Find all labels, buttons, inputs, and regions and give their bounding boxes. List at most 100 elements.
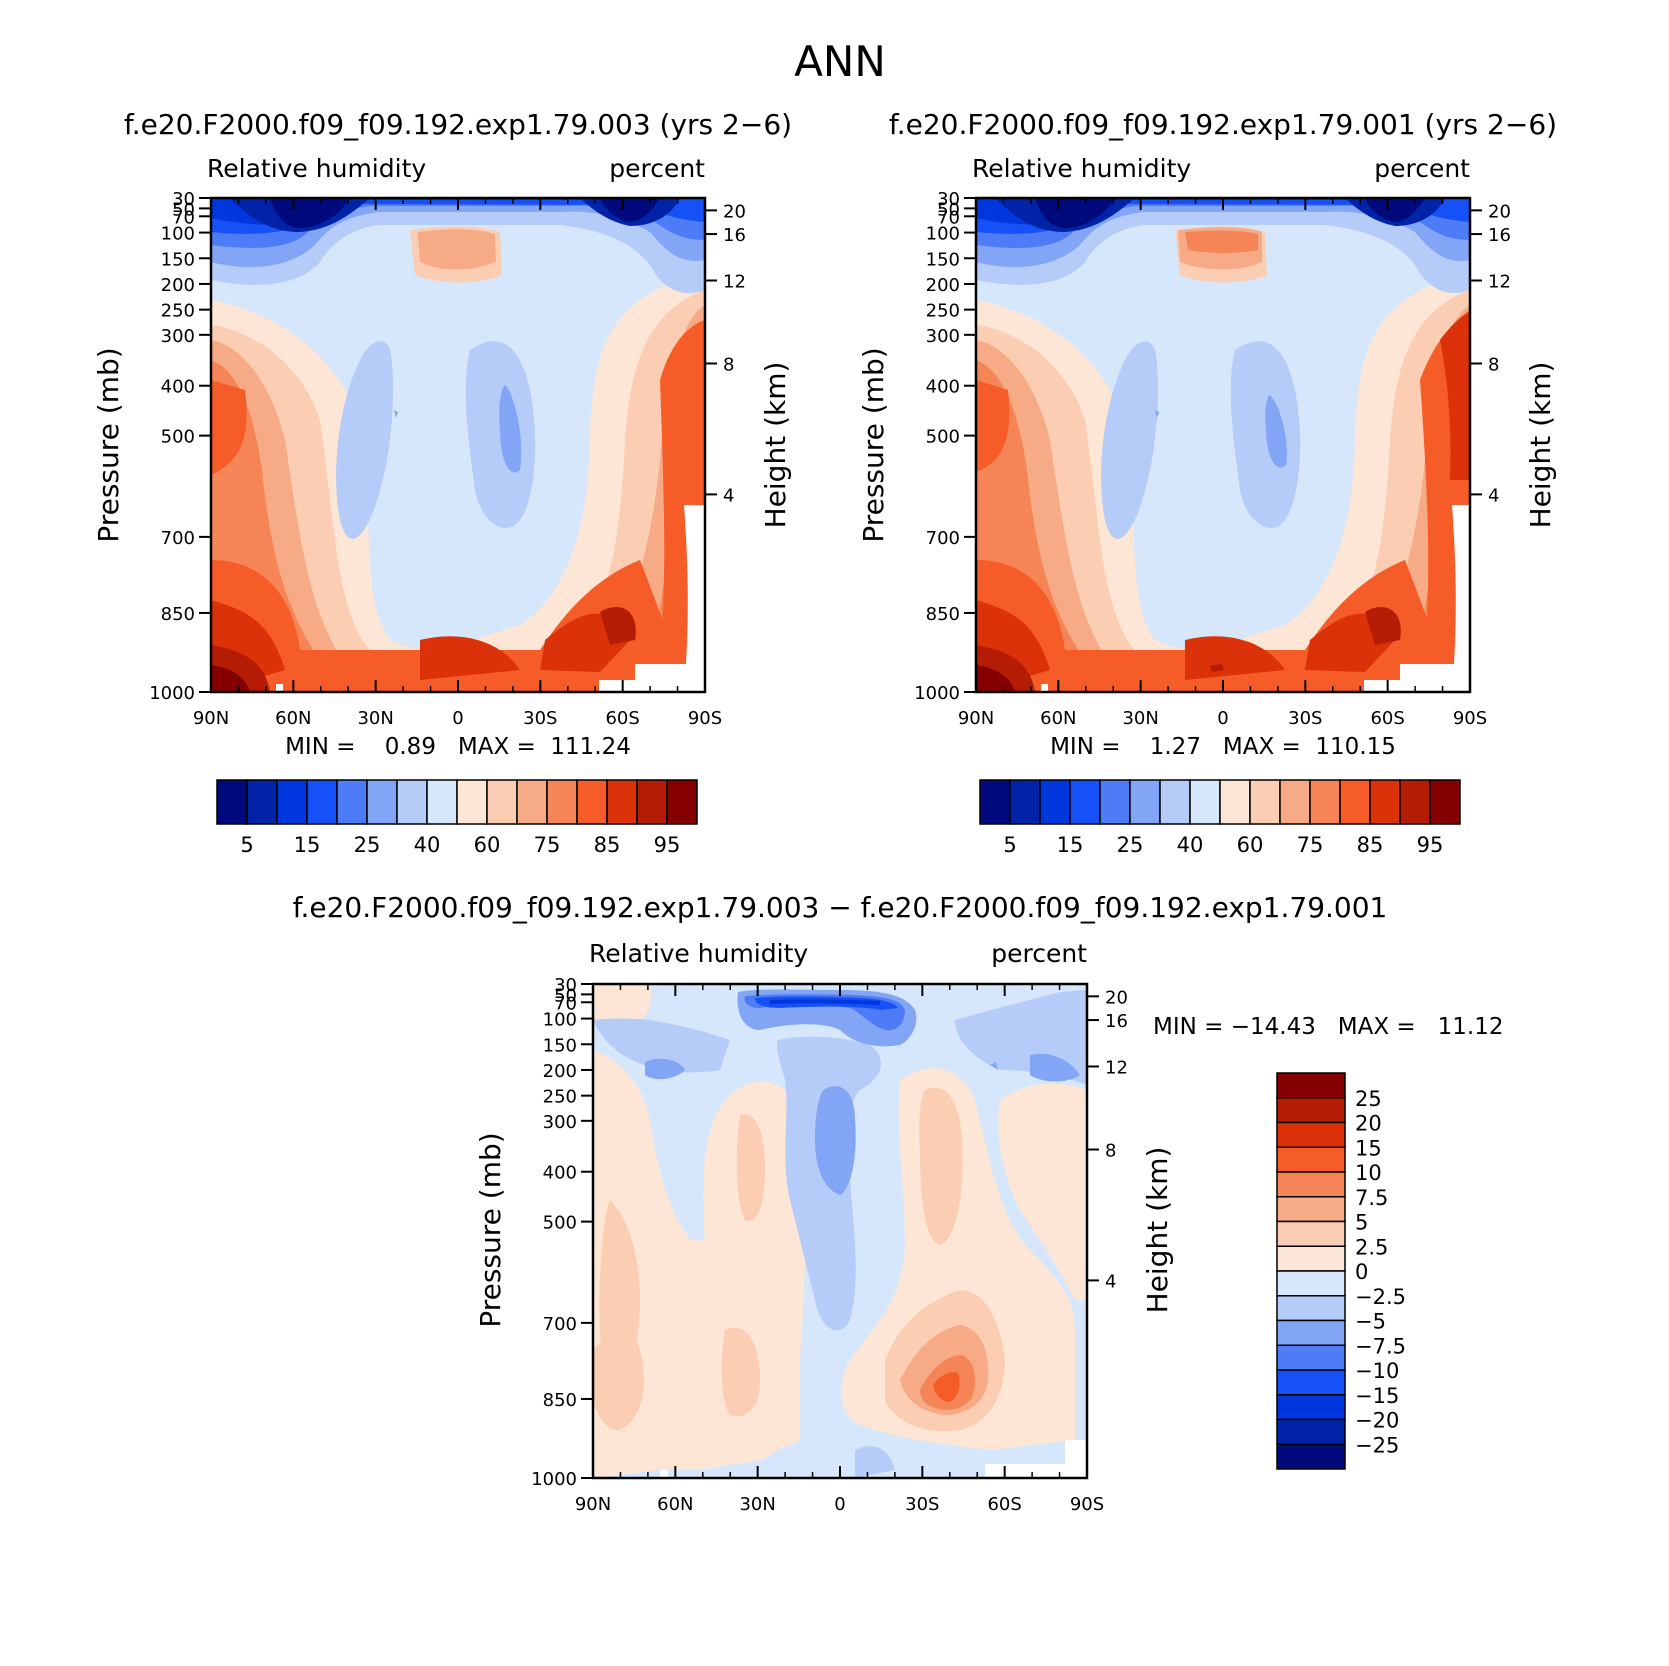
panel-left-lat-tick-label: 0 bbox=[452, 708, 463, 729]
panel-diff: f.e20.F2000.f09_f09.192.exp1.79.003 − f.… bbox=[293, 891, 1504, 1515]
panel-diff-lat-tick-label: 0 bbox=[834, 1494, 845, 1515]
panel-diff-colorbar-box bbox=[1276, 1418, 1346, 1445]
panel-right-colorbar-box bbox=[1309, 779, 1341, 825]
panel-diff-colorbar-box bbox=[1276, 1394, 1346, 1421]
panel-diff-pressure-tick-label: 200 bbox=[543, 1061, 577, 1082]
panel-right-pressure-tick-label: 70 bbox=[937, 207, 960, 228]
panel-diff-colorbar-box bbox=[1276, 1319, 1346, 1346]
panel-diff-height-tick-label: 8 bbox=[1105, 1140, 1116, 1161]
panel-right-lat-tick-label: 90N bbox=[958, 708, 994, 729]
panel-right-colorbar-box bbox=[1249, 779, 1281, 825]
panel-right-title: f.e20.F2000.f09_f09.192.exp1.79.001 (yrs… bbox=[889, 108, 1557, 141]
panel-diff-colorbar-label: −10 bbox=[1355, 1359, 1399, 1383]
panel-left-colorbar-label: 95 bbox=[654, 833, 681, 857]
panel-right-colorbar-label: 15 bbox=[1057, 833, 1084, 857]
panel-left-colorbar-box bbox=[456, 779, 488, 825]
panel-diff-height-tick-label: 16 bbox=[1105, 1011, 1128, 1032]
panel-diff-colorbar-box bbox=[1276, 1443, 1346, 1470]
panel-diff-colorbar-label: 2.5 bbox=[1355, 1235, 1388, 1259]
panel-diff-pressure-tick-label: 250 bbox=[543, 1087, 577, 1108]
panel-left-colorbar-box bbox=[396, 779, 428, 825]
panel-left-units-label: percent bbox=[609, 154, 705, 183]
panel-right-lat-tick-label: 90S bbox=[1453, 708, 1487, 729]
panel-left-colorbar-label: 75 bbox=[534, 833, 561, 857]
panel-right-colorbar-box bbox=[1279, 779, 1311, 825]
panel-right-pressure-tick-label: 500 bbox=[926, 427, 960, 448]
panel-left-pressure-tick-label: 100 bbox=[161, 224, 195, 245]
panel-right-pressure-tick-label: 850 bbox=[926, 604, 960, 625]
panel-right-height-tick-label: 8 bbox=[1488, 354, 1499, 375]
panel-left-colorbar-box bbox=[426, 779, 458, 825]
panel-diff-pressure-tick-label: 100 bbox=[543, 1010, 577, 1031]
panel-right-colorbar-box bbox=[1219, 779, 1251, 825]
panel-diff-field bbox=[593, 984, 1087, 1478]
panel-diff-height-tick-label: 20 bbox=[1105, 987, 1128, 1008]
panel-left-pressure-tick-label: 300 bbox=[161, 326, 195, 347]
panel-diff-lat-tick-label: 90N bbox=[575, 1494, 611, 1515]
panel-left-colorbar-label: 60 bbox=[474, 833, 501, 857]
panel-right-colorbar-box bbox=[1429, 779, 1461, 825]
panel-diff-colorbar-box bbox=[1276, 1369, 1346, 1396]
panel-left-pressure-tick-label: 250 bbox=[161, 301, 195, 322]
panel-right-pressure-tick-label: 30 bbox=[937, 189, 960, 210]
panel-diff-colorbar-label: −2.5 bbox=[1355, 1285, 1406, 1309]
panel-right-colorbar-label: 60 bbox=[1237, 833, 1264, 857]
panel-diff-colorbar-label: −5 bbox=[1355, 1310, 1386, 1334]
panel-left-colorbar-label: 5 bbox=[240, 833, 253, 857]
panel-right-colorbar-label: 40 bbox=[1177, 833, 1204, 857]
panel-diff-colorbar-box bbox=[1276, 1245, 1346, 1272]
panel-left-colorbar-box bbox=[606, 779, 638, 825]
panel-left-colorbar-box bbox=[306, 779, 338, 825]
panel-right-colorbar-box bbox=[1009, 779, 1041, 825]
panel-right-colorbar-box bbox=[979, 779, 1011, 825]
panel-diff-variable-label: Relative humidity bbox=[589, 939, 808, 968]
panel-left-lat-tick-label: 60S bbox=[605, 708, 639, 729]
panel-right-colorbar-label: 95 bbox=[1417, 833, 1444, 857]
panel-left-pressure-tick-label: 700 bbox=[161, 528, 195, 549]
panel-diff-units-label: percent bbox=[991, 939, 1087, 968]
panel-left-lat-tick-label: 90N bbox=[193, 708, 229, 729]
panel-left-height-tick-label: 20 bbox=[723, 201, 746, 222]
panel-left-height-tick-label: 16 bbox=[723, 225, 746, 246]
panel-left-colorbar: 5 15 25 40 60 75 85 95 bbox=[216, 779, 698, 857]
panel-diff-pressure-tick-label: 30 bbox=[554, 975, 577, 996]
panel-diff-height-tick-label: 4 bbox=[1105, 1271, 1116, 1292]
panel-right-colorbar-label: 75 bbox=[1297, 833, 1324, 857]
panel-diff-colorbar-box bbox=[1276, 1196, 1346, 1223]
panel-left-pressure-tick-label: 30 bbox=[172, 189, 195, 210]
panel-left-colorbar-label: 85 bbox=[594, 833, 621, 857]
panel-left-lat-tick-label: 30N bbox=[357, 708, 393, 729]
panel-left-colorbar-label: 40 bbox=[414, 833, 441, 857]
panel-right-lat-tick-label: 60S bbox=[1370, 708, 1404, 729]
panel-diff-title: f.e20.F2000.f09_f09.192.exp1.79.003 − f.… bbox=[293, 891, 1388, 924]
panel-right-pressure-tick-label: 200 bbox=[926, 275, 960, 296]
panel-diff-colorbar-box bbox=[1276, 1344, 1346, 1371]
panel-right-variable-label: Relative humidity bbox=[972, 154, 1191, 183]
panel-left-colorbar-label: 15 bbox=[294, 833, 321, 857]
panel-left-ylabel: Pressure (mb) bbox=[92, 347, 125, 542]
panel-diff-colorbar-label: 10 bbox=[1355, 1161, 1382, 1185]
panel-right-stats: MIN = 1.27 MAX = 110.15 bbox=[1050, 734, 1396, 760]
panel-left-colorbar-box bbox=[486, 779, 518, 825]
panel-left-colorbar-box bbox=[546, 779, 578, 825]
panel-left: f.e20.F2000.f09_f09.192.exp1.79.003 (yrs… bbox=[92, 108, 792, 857]
panel-diff-pressure-tick-label: 300 bbox=[543, 1112, 577, 1133]
panel-diff-colorbar-label: 5 bbox=[1355, 1211, 1368, 1235]
panel-diff-pressure-tick-label: 150 bbox=[543, 1035, 577, 1056]
panel-diff-lat-tick-label: 60S bbox=[987, 1494, 1021, 1515]
panel-right: f.e20.F2000.f09_f09.192.exp1.79.001 (yrs… bbox=[857, 108, 1557, 857]
panel-right-pressure-tick-label: 250 bbox=[926, 301, 960, 322]
panel-right-lat-tick-label: 30N bbox=[1122, 708, 1158, 729]
panel-right-pressure-tick-label: 150 bbox=[926, 249, 960, 270]
panel-left-title: f.e20.F2000.f09_f09.192.exp1.79.003 (yrs… bbox=[124, 108, 792, 141]
panel-left-colorbar-box bbox=[636, 779, 668, 825]
panel-left-field bbox=[211, 198, 705, 692]
panel-right-units-label: percent bbox=[1374, 154, 1470, 183]
panel-diff-colorbar-label: 20 bbox=[1355, 1112, 1382, 1136]
panel-right-pressure-tick-label: 300 bbox=[926, 326, 960, 347]
panel-diff-pressure-tick-label: 70 bbox=[554, 993, 577, 1014]
